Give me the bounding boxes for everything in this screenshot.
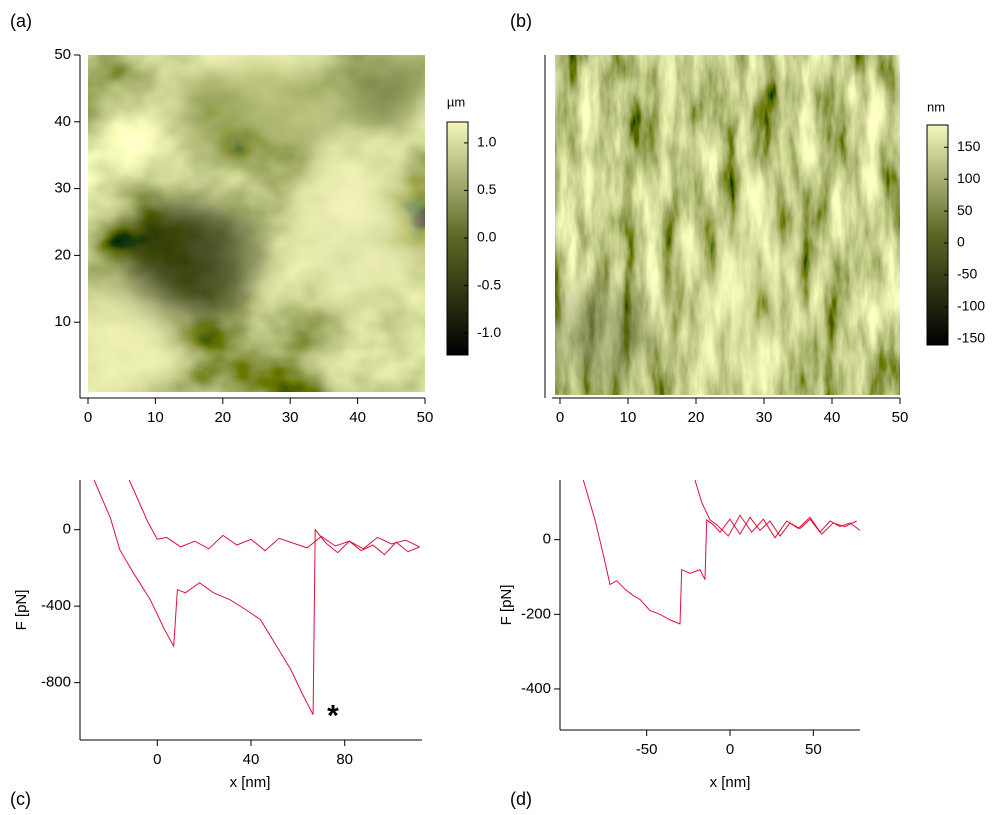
y-tick-label: 0 (543, 531, 551, 548)
afm-image-a (88, 55, 425, 392)
x-tick-label: 10 (147, 409, 164, 426)
colorbar-tick-label: -1.0 (477, 324, 501, 340)
colorbar-tick-label: -100 (957, 297, 985, 313)
force-curve (582, 479, 861, 625)
y-axis-label: F [pN] (13, 590, 30, 631)
colorbar (926, 124, 949, 346)
y-tick-label: 10 (54, 313, 71, 330)
x-tick-label: 50 (892, 409, 909, 426)
y-tick-label: -400 (41, 597, 71, 614)
colorbar-tick-label: -150 (957, 329, 985, 345)
colorbar-label: nm (927, 99, 945, 114)
y-tick-label: -800 (41, 674, 71, 691)
force-curve (128, 479, 420, 552)
x-tick-label: 0 (726, 741, 734, 758)
x-tick-label: 30 (282, 409, 299, 426)
x-tick-label: 20 (688, 409, 705, 426)
x-axis-label: x [nm] (230, 774, 271, 791)
x-tick-label: 20 (214, 409, 231, 426)
colorbar-tick-label: 50 (957, 202, 973, 218)
y-tick-label: -200 (521, 605, 551, 622)
x-tick-label: 40 (824, 409, 841, 426)
panel-label: (a) (10, 11, 32, 31)
y-tick-label: 20 (54, 246, 71, 263)
annotation: * (327, 699, 339, 732)
x-axis-label: x [nm] (710, 774, 751, 791)
y-tick-label: -400 (521, 680, 551, 697)
panel-label: (b) (510, 11, 532, 31)
y-axis-label: F [pN] (498, 585, 515, 626)
panel-label: (d) (510, 789, 532, 809)
x-tick-label: 0 (153, 751, 161, 768)
y-tick-label: 40 (54, 113, 71, 130)
y-tick-label: 30 (54, 180, 71, 197)
y-tick-label: 50 (54, 46, 71, 63)
x-tick-label: 40 (349, 409, 366, 426)
x-tick-label: 50 (805, 741, 822, 758)
colorbar-tick-label: 0.0 (477, 229, 497, 245)
x-tick-label: 0 (84, 409, 92, 426)
colorbar-tick-label: 150 (957, 138, 981, 154)
colorbar-tick-label: 0.5 (477, 181, 497, 197)
colorbar-tick-label: 1.0 (477, 134, 497, 150)
panel-label: (c) (10, 789, 31, 809)
force-curve (694, 479, 857, 539)
colorbar-tick-label: -50 (957, 266, 977, 282)
force-curve (93, 479, 420, 715)
colorbar-tick-label: 0 (957, 234, 965, 250)
x-tick-label: 30 (756, 409, 773, 426)
x-tick-label: 80 (336, 751, 353, 768)
x-tick-label: -50 (636, 741, 658, 758)
x-tick-label: 0 (556, 409, 564, 426)
x-tick-label: 40 (243, 751, 260, 768)
x-tick-label: 10 (620, 409, 637, 426)
colorbar-label: µm (447, 94, 465, 109)
colorbar-tick-label: -0.5 (477, 276, 501, 292)
x-tick-label: 50 (417, 409, 434, 426)
afm-image-b (555, 55, 900, 395)
y-tick-label: 0 (63, 521, 71, 538)
colorbar-tick-label: 100 (957, 170, 981, 186)
